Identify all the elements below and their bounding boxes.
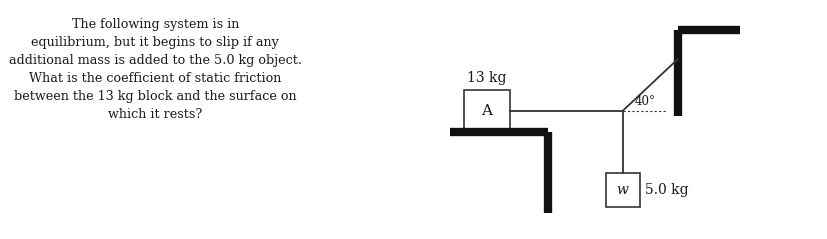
Text: w: w [616,183,628,197]
Text: 40°: 40° [634,95,655,108]
Bar [605,173,638,207]
Bar [463,90,509,132]
Text: A: A [480,104,492,118]
Text: 5.0 kg: 5.0 kg [644,183,688,197]
Text: The following system is in
equilibrium, but it begins to slip if any
additional : The following system is in equilibrium, … [9,18,302,121]
Text: 13 kg: 13 kg [466,71,506,85]
